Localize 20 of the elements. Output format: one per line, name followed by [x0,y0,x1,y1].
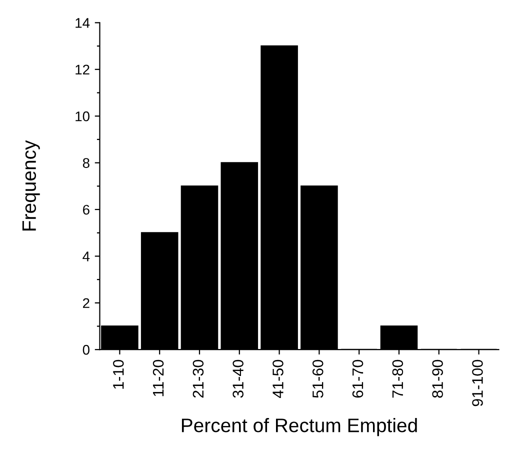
y-axis-title: Frequency [22,140,40,230]
x-tick-label: 61-70 [352,360,364,398]
x-tick-label: 11-20 [152,360,164,396]
y-tick-label: 6 [83,204,90,215]
x-axis-title: Percent of Rectum Emptied [182,418,417,436]
x-tick-label: 31-40 [232,360,244,398]
y-tick-label: 10 [76,111,90,122]
y-tick-label: 2 [83,298,90,308]
x-tick-label: 91-100 [472,360,483,406]
x-tick-label: 51-60 [312,360,324,398]
y-tick-label: 14 [76,18,90,28]
x-tick-label: 21-30 [192,360,204,398]
y-tick-label: 8 [82,158,90,168]
x-tick-label: 81-90 [432,360,443,398]
y-tick-label: 12 [76,64,90,74]
x-tick-label: 1-10 [112,360,124,389]
x-tick-label: 41-50 [272,360,284,398]
y-tick-label: 0 [82,344,90,355]
x-tick-label: 71-80 [392,360,404,398]
y-tick-label: 4 [82,252,90,262]
